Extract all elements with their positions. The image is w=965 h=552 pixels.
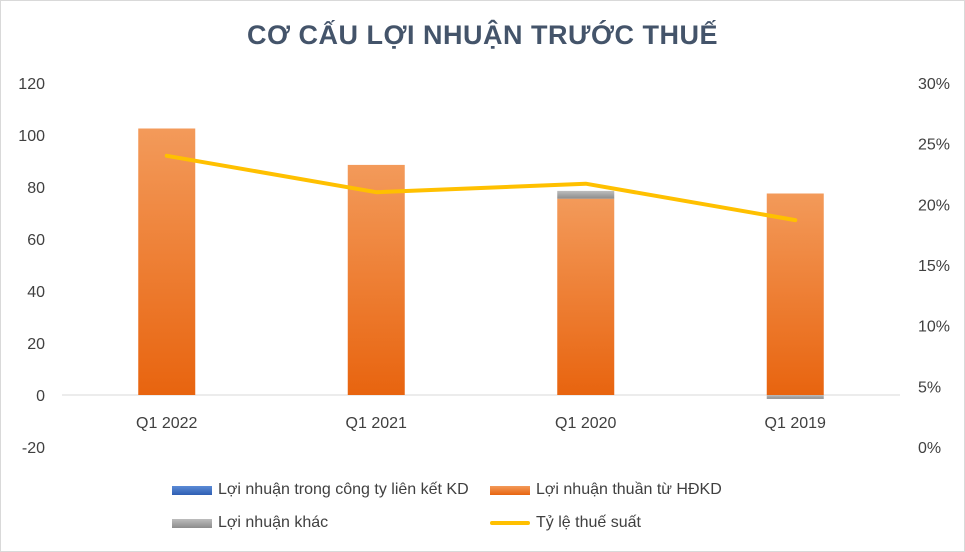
bar-operating-1: [347, 164, 405, 395]
legend-label: Lợi nhuận khác: [218, 514, 329, 531]
x-tick-label: Q1 2019: [765, 415, 826, 432]
legend-label: Lợi nhuận thuần từ HĐKD: [536, 481, 722, 498]
tax-rate-line: [164, 153, 798, 223]
y-left-tick-label: 0: [36, 388, 45, 405]
y-left-tick-label: 20: [27, 336, 45, 353]
y-right-tick-label: 20%: [918, 197, 950, 214]
legend-item-tax-rate: Tỷ lệ thuế suất: [490, 514, 641, 532]
legend-label: Lợi nhuận trong công ty liên kết KD: [218, 481, 469, 498]
y-right-tick-label: 10%: [918, 319, 950, 336]
x-tick-label: Q1 2021: [346, 415, 407, 432]
legend-item-associate-profit: Lợi nhuận trong công ty liên kết KD: [172, 481, 469, 499]
legend-item-operating-profit: Lợi nhuận thuần từ HĐKD: [490, 481, 722, 499]
y-right-tick-label: 0%: [918, 440, 941, 457]
bar-operating-3: [766, 193, 824, 395]
bar-operating-0: [138, 128, 196, 395]
bar-other-3: [766, 395, 824, 399]
legend-swatch-gray: [172, 518, 212, 528]
y-left-tick-label: 60: [27, 232, 45, 249]
y-right-tick-label: 15%: [918, 258, 950, 275]
x-tick-label: Q1 2020: [555, 415, 616, 432]
y-left-tick-label: 100: [18, 128, 45, 145]
legend-item-other-profit: Lợi nhuận khác: [172, 514, 328, 532]
y-right-tick-label: 5%: [918, 379, 941, 396]
y-left-tick-label: 40: [27, 284, 45, 301]
legend-swatch-orange: [490, 485, 530, 495]
chart-title: CƠ CẤU LỢI NHUẬN TRƯỚC THUẾ: [247, 20, 718, 50]
y-right-tick-label: 25%: [918, 137, 950, 154]
legend-swatch-blue: [172, 485, 212, 495]
x-tick-label: Q1 2022: [136, 415, 197, 432]
bar-other-2: [557, 190, 615, 199]
y-right-tick-label: 30%: [918, 76, 950, 93]
y-left-tick-label: -20: [22, 440, 45, 457]
bar-operating-2: [557, 198, 615, 395]
legend-swatch-line: [490, 521, 530, 525]
legend-label: Tỷ lệ thuế suất: [536, 514, 641, 531]
y-left-tick-label: 80: [27, 180, 45, 197]
y-left-tick-label: 120: [18, 76, 45, 93]
